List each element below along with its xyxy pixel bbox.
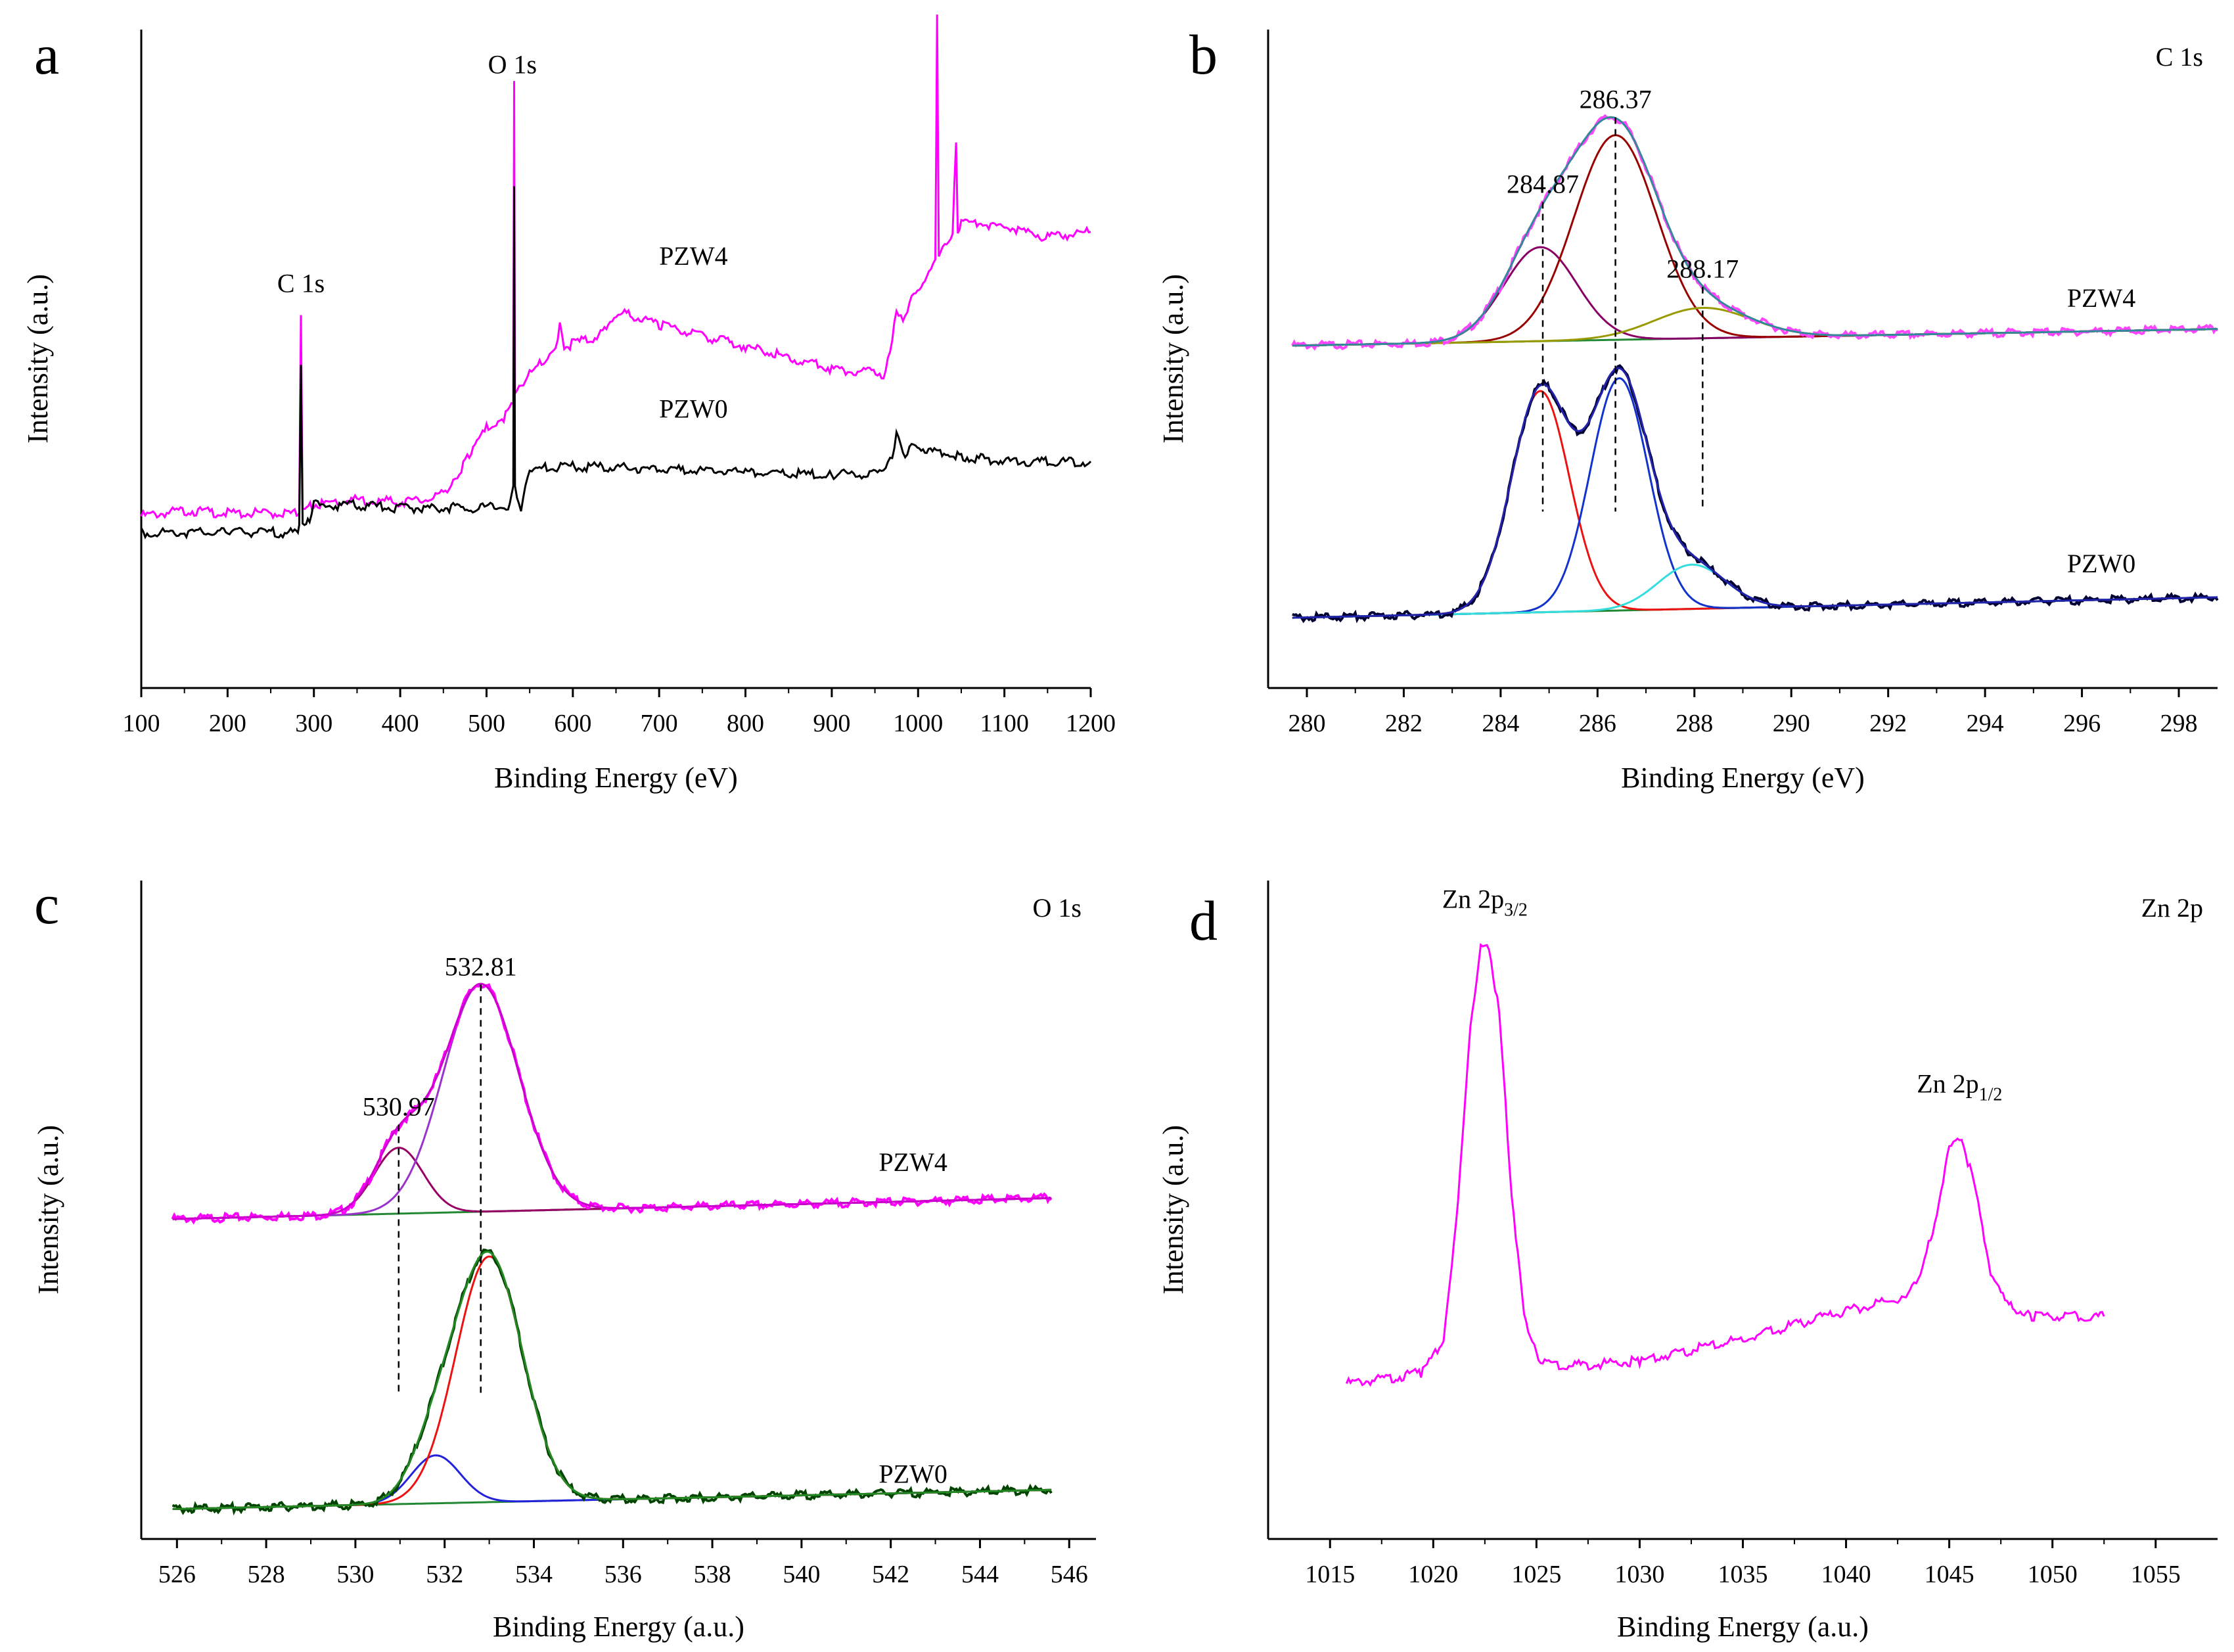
- y-axis-title: Intensity (a.u.): [32, 1125, 64, 1295]
- peak-label: 288.17: [1666, 254, 1739, 284]
- x-axis-title: Binding Energy (a.u.): [1617, 1611, 1869, 1643]
- component-pzw4-1: [1292, 134, 2218, 347]
- x-tick-label: 542: [872, 1561, 909, 1588]
- peak-label: 284.87: [1507, 169, 1579, 198]
- x-tick-label: 528: [248, 1561, 285, 1588]
- x-tick-label: 1035: [1718, 1561, 1768, 1588]
- peak-label: 286.37: [1580, 84, 1652, 114]
- x-tick-label: 1030: [1614, 1561, 1664, 1588]
- x-tick-label: 288: [1676, 710, 1713, 737]
- annotation-c-1s: C 1s: [277, 268, 325, 298]
- x-tick-label: 1020: [1408, 1561, 1458, 1588]
- corner-label: C 1s: [2156, 42, 2203, 72]
- series-label-pzw4: PZW4: [2067, 283, 2135, 313]
- envelope-pzw4-1: [1292, 116, 2218, 347]
- x-tick-label: 700: [641, 710, 678, 737]
- panel-letter-b: b: [1189, 23, 1218, 86]
- annotation-pzw0: PZW0: [659, 394, 727, 424]
- x-tick-label: 1000: [893, 710, 943, 737]
- series-line-pzw0: [140, 186, 1092, 540]
- x-tick-label: 280: [1288, 710, 1325, 737]
- x-axis-title: Binding Energy (a.u.): [493, 1611, 744, 1643]
- component-pzw0-0: [1292, 390, 2218, 619]
- x-tick-label: 294: [1967, 710, 2004, 737]
- x-tick-label: 286: [1579, 710, 1616, 737]
- x-tick-label: 1100: [980, 710, 1029, 737]
- panel-letter-c: c: [34, 873, 59, 936]
- component-pzw4-1: [172, 983, 1052, 1220]
- x-tick-label: 538: [694, 1561, 731, 1588]
- x-tick-label: 546: [1051, 1561, 1088, 1588]
- x-tick-label: 1040: [1821, 1561, 1871, 1588]
- envelope-pzw4-0: [171, 983, 1053, 1225]
- x-tick-label: 1025: [1511, 1561, 1561, 1588]
- envelope-pzw4-0: [1291, 114, 2219, 351]
- x-tick-label: 282: [1385, 710, 1423, 737]
- series-label-pzw0: PZW0: [2067, 549, 2135, 578]
- chart-c: 526 528 530 532 534 536 538 540 542 544 546 Binding…: [32, 881, 1096, 1643]
- chart-b: 280 282 284 286 288 290 292 294 296 298 Binding En…: [1157, 30, 2219, 794]
- envelope-pzw0-0: [1292, 364, 2219, 624]
- x-tick-label: 1015: [1305, 1561, 1355, 1588]
- x-tick-label: 1045: [1925, 1561, 1974, 1588]
- envelope-pzw0-1: [172, 1250, 1052, 1510]
- x-tick-label: 530: [336, 1561, 374, 1588]
- panel-letter-d: d: [1189, 889, 1218, 952]
- x-tick-label: 100: [123, 710, 160, 737]
- x-tick-label: 1050: [2028, 1561, 2078, 1588]
- y-axis-title: Intensity (a.u.): [1157, 274, 1189, 444]
- envelope-pzw0-0: [171, 1249, 1053, 1516]
- panel-letter-a: a: [34, 23, 59, 86]
- annotation-zn-2p: Zn 2p3/2: [1442, 884, 1528, 921]
- x-axis-title: Binding Energy (eV): [494, 762, 738, 794]
- x-tick-label: 800: [727, 710, 764, 737]
- x-tick-label: 296: [2063, 710, 2101, 737]
- x-tick-label: 534: [515, 1561, 553, 1588]
- envelope-pzw4-1: [172, 982, 1052, 1220]
- peak-label: 530.97: [363, 1092, 435, 1122]
- x-tick-label: 526: [158, 1561, 196, 1588]
- x-tick-label: 284: [1482, 710, 1519, 737]
- envelope-pzw0-1: [1292, 367, 2218, 619]
- chart-d: 1015 1020 1025 1030 1035 1040 1045 1050 1055 Bind…: [1157, 881, 2218, 1643]
- y-axis-title: Intensity (a.u.): [1157, 1125, 1189, 1295]
- y-axis-title: Intensity (a.u.): [22, 274, 54, 444]
- series-label-pzw4: PZW4: [878, 1147, 947, 1177]
- annotation-zn-2p: Zn 2p1/2: [1917, 1069, 2002, 1105]
- x-tick-label: 290: [1773, 710, 1810, 737]
- x-tick-label: 400: [382, 710, 419, 737]
- x-tick-label: 292: [1869, 710, 1907, 737]
- x-tick-label: 1200: [1066, 710, 1116, 737]
- x-tick-label: 532: [426, 1561, 463, 1588]
- x-tick-label: 900: [813, 710, 850, 737]
- series-label-pzw0: PZW0: [878, 1459, 947, 1488]
- annotation-o-1s: O 1s: [488, 50, 537, 80]
- x-axis-title: Binding Energy (eV): [1621, 762, 1865, 794]
- series-line-pzw4: [140, 14, 1091, 520]
- peak-label: 532.81: [445, 952, 517, 981]
- x-tick-label: 536: [604, 1561, 642, 1588]
- corner-label: O 1s: [1033, 893, 1082, 923]
- corner-label: Zn 2p: [2141, 893, 2203, 923]
- x-tick-label: 600: [554, 710, 591, 737]
- chart-a: 100 200 300 400 500 600 700 800 900 1000 1100 1200 B…: [22, 14, 1116, 794]
- x-tick-label: 500: [468, 710, 505, 737]
- x-tick-label: 1055: [2131, 1561, 2181, 1588]
- annotation-pzw4: PZW4: [659, 241, 727, 271]
- component-pzw0-1: [1292, 377, 2218, 619]
- series-line-zn-2p: [1346, 942, 2105, 1387]
- x-tick-label: 300: [295, 710, 332, 737]
- x-tick-label: 298: [2160, 710, 2198, 737]
- x-tick-label: 540: [783, 1561, 820, 1588]
- x-tick-label: 200: [209, 710, 246, 737]
- x-tick-label: 544: [961, 1561, 999, 1588]
